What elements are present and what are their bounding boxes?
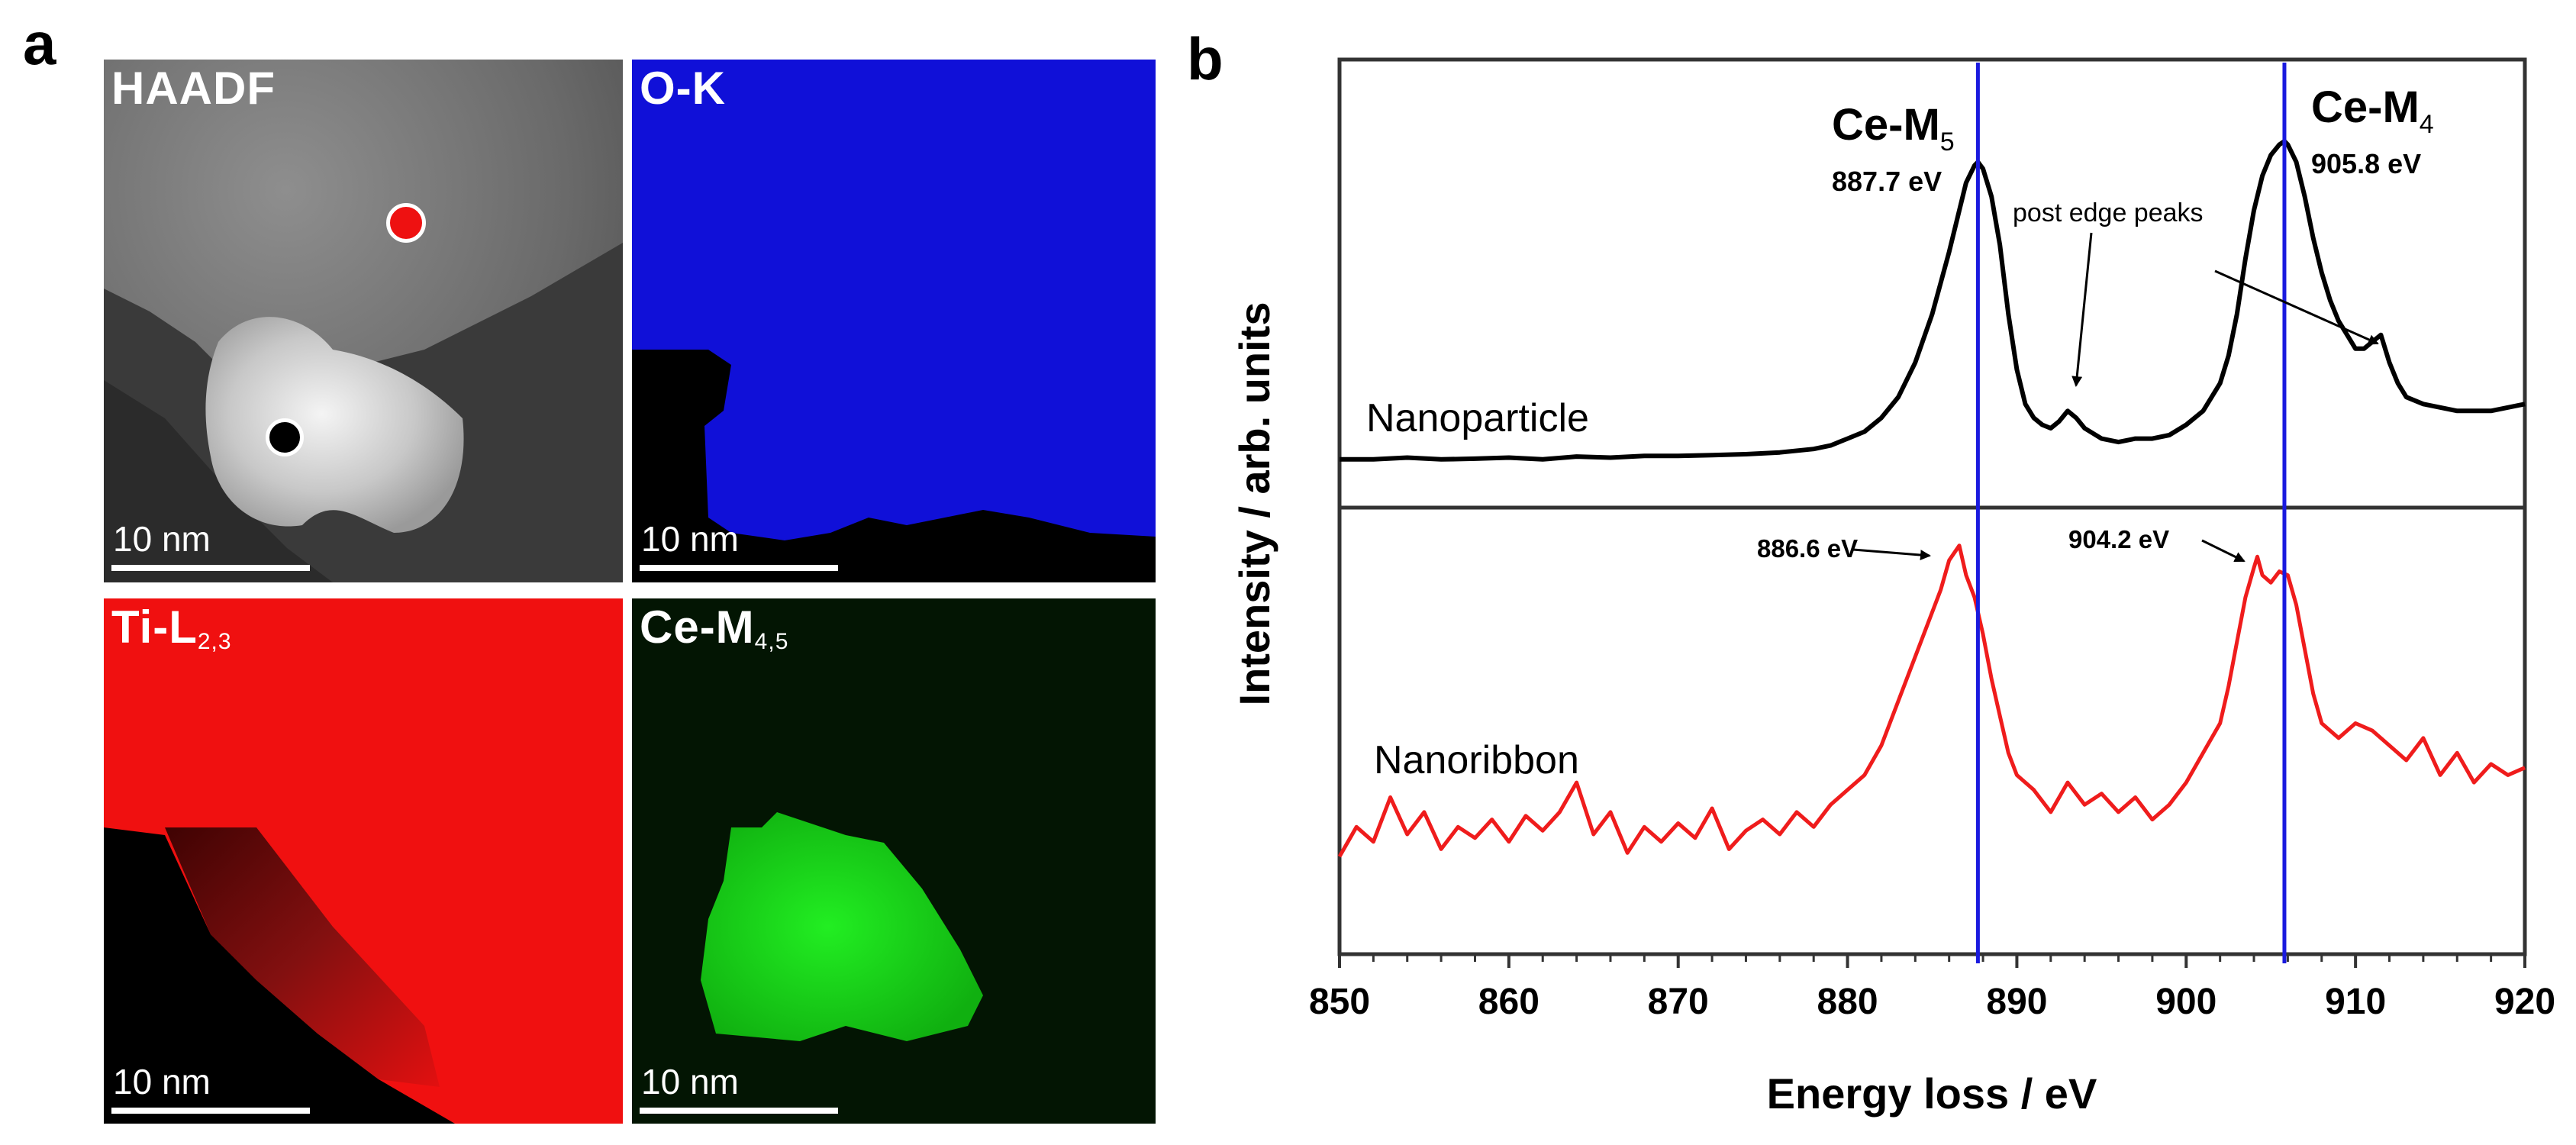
ce-m5-label: Ce-M5: [1832, 100, 1955, 156]
cerium-scale-label: 10 nm: [641, 1062, 739, 1101]
nanoribbon-m5-peak-arrow: [1852, 548, 1931, 561]
haadf-scale-bar: [111, 565, 310, 571]
ce-m4-label: Ce-M4: [2311, 82, 2434, 139]
titanium-scale-label: 10 nm: [113, 1062, 211, 1101]
x-tick-label-900: 900: [2155, 982, 2217, 1022]
cerium-map: Ce-M4,5 10 nm: [632, 598, 1156, 1124]
nanoribbon-spectrum-line: [1337, 543, 2526, 858]
x-tick-label-920: 920: [2494, 982, 2555, 1022]
x-axis-ticks: [1338, 954, 2526, 968]
x-axis-label: Energy loss / eV: [1767, 1069, 2097, 1118]
nanoribbon-m5-peak-label: 886.6 eV: [1757, 534, 1858, 563]
haadf-label: HAADF: [111, 63, 276, 114]
cerium-label: Ce-M4,5: [640, 602, 789, 654]
oxygen-scale-bar: [640, 565, 838, 571]
nanoribbon-series-label: Nanoribbon: [1374, 738, 1579, 782]
titanium-scale-bar: [111, 1108, 310, 1114]
nanoribbon-m4-peak-arrow: [2201, 539, 2246, 563]
post-edge-peaks-annotation: post edge peaks: [2013, 198, 2204, 227]
x-tick-label-910: 910: [2325, 982, 2386, 1022]
nanoparticle-series-label: Nanoparticle: [1366, 396, 1589, 440]
x-axis-tick-labels: 850 860 870 880 890 900 910 920: [1309, 982, 2555, 1022]
y-axis-label: Intensity / arb. units: [1230, 302, 1278, 706]
panel-a-letter: a: [23, 10, 56, 77]
x-tick-label-890: 890: [1986, 982, 2047, 1022]
x-tick-label-880: 880: [1817, 982, 1878, 1022]
x-tick-label-870: 870: [1648, 982, 1709, 1022]
oxygen-scale-label: 10 nm: [641, 519, 739, 559]
ce-m5-energy-label: 887.7 eV: [1832, 166, 1942, 197]
nanoribbon-m4-peak-label: 904.2 eV: [2068, 525, 2169, 553]
x-tick-label-860: 860: [1478, 982, 1539, 1022]
oxygen-label: O-K: [640, 63, 726, 114]
oxygen-map: O-K 10 nm: [632, 60, 1156, 582]
x-tick-label-850: 850: [1309, 982, 1370, 1022]
haadf-scale-label: 10 nm: [113, 519, 211, 559]
titanium-label: Ti-L2,3: [111, 602, 232, 654]
panel-b-letter: b: [1187, 25, 1224, 92]
post-edge-arrow-2: [2214, 269, 2379, 345]
nanoribbon-probe-marker: [386, 203, 426, 243]
titanium-map: Ti-L2,3 10 nm: [104, 598, 623, 1124]
ce-m4-energy-label: 905.8 eV: [2311, 148, 2421, 179]
nanoparticle-probe-marker: [266, 418, 304, 456]
haadf-image: HAADF 10 nm: [104, 60, 623, 582]
post-edge-arrow-1: [2071, 232, 2093, 387]
cerium-scale-bar: [640, 1108, 838, 1114]
nanoparticle-spectrum-line: [1340, 139, 2526, 462]
